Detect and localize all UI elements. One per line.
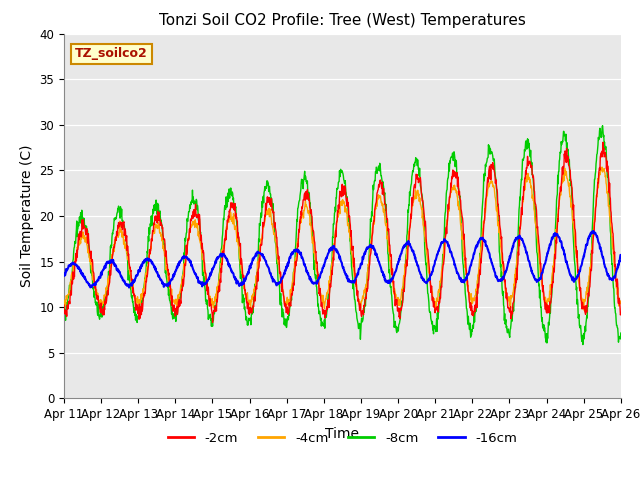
-4cm (246, 307, 254, 313)
Title: Tonzi Soil CO2 Profile: Tree (West) Temperatures: Tonzi Soil CO2 Profile: Tree (West) Temp… (159, 13, 526, 28)
-4cm (184, 236, 191, 241)
-2cm (170, 306, 178, 312)
Text: TZ_soilco2: TZ_soilco2 (75, 48, 148, 60)
-8cm (502, 320, 509, 325)
-4cm (429, 296, 437, 301)
-2cm (60, 302, 68, 308)
Line: -16cm: -16cm (64, 231, 621, 288)
-16cm (429, 265, 437, 271)
-8cm (184, 218, 191, 224)
-16cm (246, 265, 254, 271)
-2cm (551, 251, 559, 257)
-2cm (246, 310, 254, 315)
-8cm (429, 327, 436, 333)
-16cm (551, 230, 559, 236)
-16cm (617, 252, 625, 258)
-8cm (551, 252, 559, 258)
-8cm (617, 330, 625, 336)
-16cm (184, 257, 192, 263)
-4cm (617, 301, 625, 307)
-8cm (170, 315, 178, 321)
-8cm (60, 302, 68, 308)
-2cm (502, 285, 509, 291)
-8cm (579, 342, 587, 348)
Line: -8cm: -8cm (64, 126, 621, 345)
-4cm (502, 286, 509, 292)
-16cm (502, 268, 509, 274)
-16cm (60, 273, 68, 278)
-4cm (170, 299, 178, 304)
-4cm (60, 307, 68, 313)
Line: -4cm: -4cm (64, 167, 621, 310)
-2cm (599, 139, 607, 145)
-16cm (589, 228, 596, 234)
-2cm (184, 238, 191, 243)
-4cm (246, 297, 254, 303)
-16cm (171, 271, 179, 277)
-8cm (246, 318, 254, 324)
X-axis label: Time: Time (325, 427, 360, 441)
-2cm (429, 300, 437, 306)
Y-axis label: Soil Temperature (C): Soil Temperature (C) (20, 145, 34, 287)
-2cm (209, 320, 216, 325)
-8cm (599, 123, 607, 129)
-16cm (125, 285, 133, 290)
-4cm (597, 164, 605, 170)
-4cm (551, 246, 559, 252)
Legend: -2cm, -4cm, -8cm, -16cm: -2cm, -4cm, -8cm, -16cm (163, 427, 522, 450)
-2cm (617, 311, 625, 317)
Line: -2cm: -2cm (64, 142, 621, 323)
